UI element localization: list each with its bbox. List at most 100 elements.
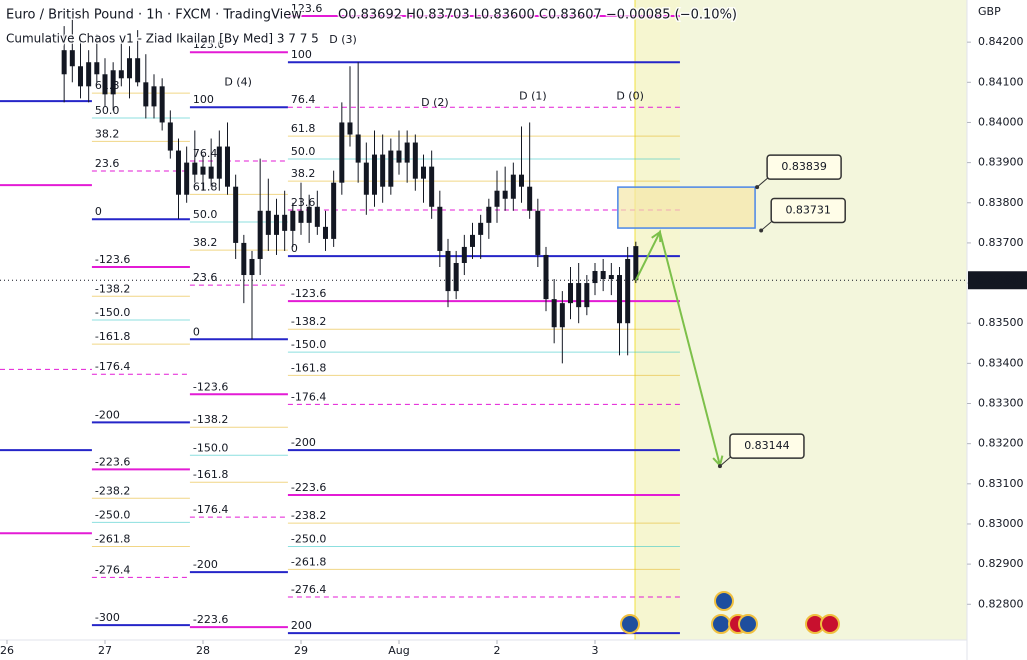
fib-label: 50.0: [95, 104, 120, 117]
candle-body: [396, 150, 402, 163]
fib-label: -261.8: [291, 555, 326, 568]
fib-label: 23.6: [193, 271, 218, 284]
y-tick-label: 0.83500: [978, 316, 1024, 329]
candle-body: [535, 210, 541, 255]
fib-label: 123.6: [193, 38, 225, 51]
candle-body: [363, 162, 369, 195]
d-marker: D (2): [421, 96, 449, 109]
candle-body: [543, 254, 549, 300]
callout-anchor: [717, 464, 722, 469]
candle-body: [412, 142, 418, 179]
y-tick-label: 0.83100: [978, 477, 1024, 490]
candle-body: [298, 210, 304, 223]
candle-body: [429, 166, 435, 207]
indicator-name: Cumulative Chaos v1 - Ziad Ikailan [By M…: [6, 32, 319, 46]
fib-label: -176.4: [291, 390, 326, 403]
candle-body: [355, 134, 361, 163]
candle-body: [224, 146, 230, 187]
fib-label: 0: [291, 242, 298, 255]
fib-label: -223.6: [193, 613, 228, 626]
candle-body: [437, 206, 443, 251]
fib-label: -176.4: [95, 360, 130, 373]
fib-label: 100: [291, 48, 312, 61]
candle-body: [192, 162, 198, 175]
candle-body: [469, 234, 475, 247]
fib-label: 50.0: [193, 208, 218, 221]
candle-body: [576, 283, 582, 308]
candle-body: [453, 262, 459, 292]
candle-body: [567, 283, 573, 304]
fib-label: -223.6: [291, 481, 326, 494]
candle-body: [388, 150, 394, 187]
candle-body: [94, 62, 100, 75]
callout-label: 0.83839: [781, 160, 827, 173]
fib-label: -150.0: [95, 306, 130, 319]
currency: GBP: [978, 5, 1001, 18]
target-zone: [617, 186, 756, 229]
fib-label: -223.6: [95, 455, 130, 468]
candle-body: [265, 210, 271, 235]
candle-body: [592, 271, 598, 284]
fib-label: -276.4: [291, 583, 326, 596]
y-tick-label: 0.83800: [978, 196, 1024, 209]
fib-label: -138.2: [193, 413, 228, 426]
fib-label: 38.2: [95, 127, 120, 140]
candle-body: [118, 70, 124, 79]
candle-body: [167, 122, 173, 151]
candle-body: [551, 299, 557, 328]
fib-label: -200: [193, 558, 218, 571]
fib-label: -200: [291, 436, 316, 449]
x-tick-label: 2: [493, 644, 500, 657]
last-price-tag: [968, 271, 1027, 290]
candle-body: [559, 303, 565, 328]
fib-label: -238.2: [95, 484, 130, 497]
candle-body: [200, 166, 206, 175]
d-marker: D (4): [224, 75, 252, 88]
event-icons: [620, 591, 840, 634]
candle-body: [151, 86, 157, 107]
candle-body: [380, 154, 386, 187]
candle-body: [339, 122, 345, 183]
y-tick-label: 0.83400: [978, 356, 1024, 369]
fib-label: 61.8: [291, 122, 316, 135]
fib-label: 50.0: [291, 145, 316, 158]
event-icon: [738, 614, 758, 634]
fib-label: -238.2: [291, 509, 326, 522]
candle-body: [486, 206, 492, 223]
y-tick-label: 0.84100: [978, 75, 1024, 88]
candle-body: [273, 214, 279, 235]
candle-body: [249, 258, 255, 276]
event-icon: [714, 591, 734, 611]
callout-box: [729, 433, 805, 459]
fib-label: -176.4: [193, 503, 228, 516]
y-tick-label: 0.83900: [978, 156, 1024, 169]
fib-label: 76.4: [193, 147, 218, 160]
y-tick-label: 0.82800: [978, 597, 1024, 610]
fib-label: -138.2: [95, 282, 130, 295]
candle-body: [633, 246, 639, 281]
fib-label: -123.6: [95, 253, 130, 266]
candle-body: [600, 271, 606, 280]
candle-body: [322, 226, 328, 239]
candle-body: [445, 250, 451, 292]
callout-anchor: [759, 228, 764, 233]
candle-body: [494, 190, 500, 207]
fib-label: -300: [95, 611, 120, 624]
x-tick-label: 28: [196, 644, 210, 657]
candle-body: [608, 275, 614, 280]
last-price-label: 0.83607: [976, 273, 1026, 286]
fib-label: -161.8: [291, 361, 326, 374]
candle-body: [61, 50, 67, 75]
fib-label: 123.6: [291, 2, 323, 15]
fib-label: -123.6: [193, 380, 228, 393]
callout-box: [766, 154, 842, 180]
event-icon: [620, 614, 640, 634]
fib-label: 200: [291, 619, 312, 632]
future-zone-near: [635, 0, 680, 640]
candle-body: [404, 142, 410, 163]
x-tick-label: 29: [294, 644, 308, 657]
y-tick-label: 0.83700: [978, 236, 1024, 249]
candle-body: [257, 210, 263, 259]
candle-body: [159, 86, 165, 123]
